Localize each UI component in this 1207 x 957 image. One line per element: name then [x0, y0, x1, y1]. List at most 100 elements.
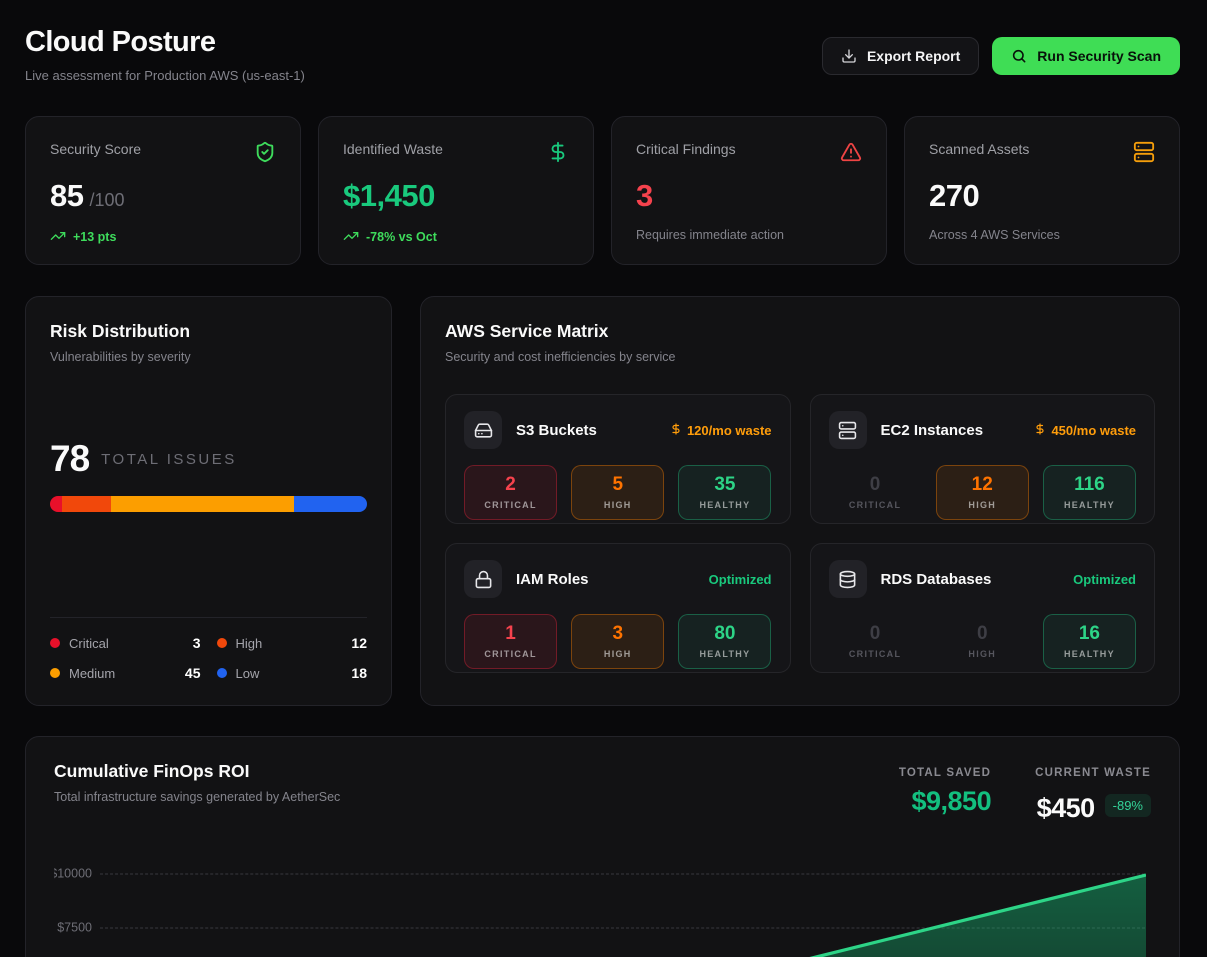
- service-optimized-badge: Optimized: [1073, 571, 1136, 587]
- finops-title-block: Cumulative FinOps ROI Total infrastructu…: [54, 761, 340, 804]
- risk-distribution-panel: Risk Distribution Vulnerabilities by sev…: [25, 296, 392, 706]
- finops-summary: TOTAL SAVED $9,850 CURRENT WASTE $450 -8…: [899, 767, 1151, 824]
- stat-card-value: 3: [636, 178, 653, 213]
- dashed-gridline: [100, 927, 1145, 929]
- service-name: IAM Roles: [516, 570, 589, 588]
- stat-box-high: 3 HIGH: [571, 614, 665, 669]
- risk-bar-segment-critical: [50, 496, 63, 512]
- stat-card-footer: Across 4 AWS Services: [929, 227, 1060, 242]
- stat-card-scanned-assets: Scanned Assets 270 Across 4 AWS Services: [904, 116, 1180, 265]
- legend-value: 18: [351, 665, 367, 681]
- service-tile-iam-roles: IAM Roles Optimized 1 CRITICAL 3 HIGH: [445, 543, 791, 673]
- stat-card-value: $1,450: [343, 178, 435, 213]
- stat-card-value: 270: [929, 178, 980, 213]
- dollar-icon: [670, 422, 682, 438]
- risk-bar-segment-medium: [110, 496, 294, 512]
- search-icon: [1011, 48, 1027, 64]
- y-axis-tick: $10000: [54, 866, 92, 881]
- stat-cards-row: Security Score 85 /100 +13 pts Identifie…: [25, 116, 1180, 265]
- legend-dot: [50, 638, 60, 648]
- legend-label: Critical: [69, 635, 109, 651]
- stat-box-critical: 1 CRITICAL: [464, 614, 558, 669]
- risk-bar-segment-high: [62, 496, 111, 512]
- stat-box-healthy: 116 HEALTHY: [1042, 465, 1136, 520]
- legend-item-medium: Medium 45: [50, 665, 201, 681]
- page-subtitle: Live assessment for Production AWS (us-e…: [25, 68, 305, 83]
- y-axis-tick: $7500: [57, 920, 92, 935]
- gridline-10000: $10000: [54, 867, 1145, 882]
- total-saved-stat: TOTAL SAVED $9,850: [898, 767, 992, 824]
- export-report-label: Export Report: [866, 48, 961, 64]
- dollar-icon: [547, 141, 569, 168]
- service-tile-s3-buckets: S3 Buckets 120/mo waste 2 CRITICAL: [445, 394, 791, 524]
- page-title: Cloud Posture: [25, 26, 216, 58]
- legend-item-low: Low 18: [216, 665, 367, 681]
- stat-card-label: Identified Waste: [343, 141, 443, 157]
- stat-card-label: Critical Findings: [636, 141, 736, 157]
- stat-box-high: 0 HIGH: [968, 623, 997, 659]
- stat-card-value: 85: [50, 178, 84, 213]
- service-name: RDS Databases: [880, 570, 992, 588]
- legend-value: 3: [192, 635, 201, 651]
- header-actions: Export Report Run Security Scan: [821, 37, 1180, 75]
- dollar-icon: [1034, 422, 1046, 438]
- stat-box-high: 12 HIGH: [935, 465, 1029, 520]
- risk-total-label: TOTAL ISSUES: [101, 450, 237, 468]
- legend-label: Low: [235, 665, 260, 681]
- header-title-block: Cloud Posture Live assessment for Produc…: [25, 26, 305, 83]
- panel-subtitle: Security and cost inefficiencies by serv…: [445, 350, 676, 364]
- stat-card-critical-findings: Critical Findings 3 Requires immediate a…: [611, 116, 887, 265]
- legend-dot: [216, 638, 227, 648]
- service-waste-badge: 450/mo waste: [1034, 423, 1136, 438]
- legend-item-high: High 12: [216, 635, 367, 651]
- download-icon: [841, 48, 857, 64]
- panel-subtitle: Vulnerabilities by severity: [50, 350, 191, 364]
- risk-total: 78 TOTAL ISSUES: [50, 438, 367, 480]
- stat-card-security-score: Security Score 85 /100 +13 pts: [25, 116, 301, 265]
- service-optimized-badge: Optimized: [708, 571, 772, 587]
- legend-label: Medium: [69, 665, 116, 681]
- stat-card-label: Security Score: [50, 141, 142, 157]
- stat-box-critical: 0 CRITICAL: [848, 623, 902, 659]
- server-icon: [828, 411, 867, 449]
- aws-service-matrix-panel: AWS Service Matrix Security and cost ine…: [420, 296, 1180, 706]
- service-tile-rds-databases: RDS Databases Optimized 0 CRITICAL 0 HIG…: [809, 543, 1155, 673]
- risk-stacked-bar: [50, 496, 367, 512]
- stat-box-high: 5 HIGH: [571, 465, 665, 520]
- stat-box-healthy: 35 HEALTHY: [678, 465, 772, 520]
- current-waste-label: CURRENT WASTE: [1035, 767, 1151, 779]
- shield-check-icon: [254, 141, 276, 168]
- run-security-scan-button[interactable]: Run Security Scan: [992, 37, 1180, 75]
- panel-title: AWS Service Matrix: [445, 321, 609, 341]
- server-icon: [1133, 141, 1155, 168]
- stat-card-identified-waste: Identified Waste $1,450 -78% vs Oct: [318, 116, 594, 265]
- risk-bar-segment-low: [293, 496, 367, 512]
- alert-triangle-icon: [840, 141, 862, 168]
- export-report-button[interactable]: Export Report: [821, 37, 980, 75]
- legend-value: 12: [351, 635, 367, 651]
- stat-box-healthy: 16 HEALTHY: [1042, 614, 1136, 669]
- service-name: EC2 Instances: [880, 421, 984, 439]
- risk-legend: Critical 3 High 12 Medium 45 Low 18: [50, 617, 367, 681]
- total-saved-label: TOTAL SAVED: [898, 767, 992, 779]
- legend-dot: [216, 668, 227, 678]
- header: Cloud Posture Live assessment for Produc…: [25, 26, 1180, 83]
- legend-item-critical: Critical 3: [50, 635, 201, 651]
- stat-card-footer: Requires immediate action: [636, 227, 784, 242]
- stat-card-value-suffix: /100: [89, 190, 125, 210]
- risk-total-value: 78: [50, 438, 90, 479]
- stat-box-critical: 0 CRITICAL: [848, 474, 902, 510]
- panel-title: Risk Distribution: [50, 321, 191, 341]
- legend-dot: [50, 668, 60, 678]
- panel-title: Cumulative FinOps ROI: [54, 761, 250, 781]
- dashed-gridline: [100, 873, 1145, 875]
- stat-card-footer: -78% vs Oct: [343, 228, 569, 247]
- waste-delta-badge: -89%: [1104, 793, 1151, 817]
- database-icon: [828, 560, 867, 598]
- stat-box-critical: 2 CRITICAL: [464, 465, 558, 520]
- finops-roi-panel: Cumulative FinOps ROI Total infrastructu…: [25, 736, 1180, 957]
- gridline-7500: $7500: [54, 921, 1145, 936]
- roi-area-chart: [100, 861, 1146, 957]
- lock-icon: [464, 560, 502, 598]
